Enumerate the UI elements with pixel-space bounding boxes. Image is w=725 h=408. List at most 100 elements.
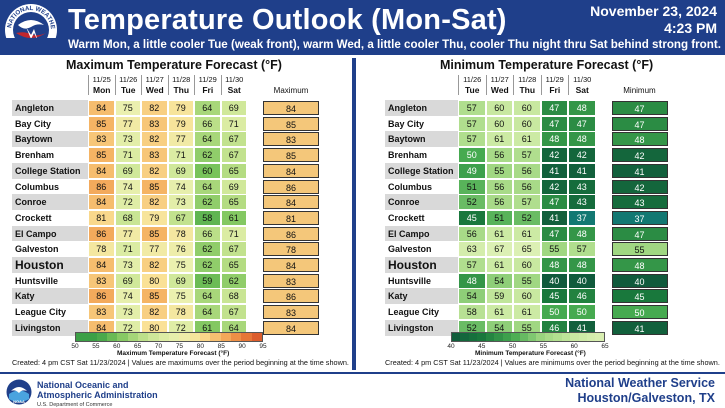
column-header-tue: 11/26 Tue [458,75,486,95]
temp-cell: 85 [89,148,114,163]
temp-cell: 69 [115,273,140,288]
scale-tick-label: 50 [71,343,79,350]
city-name: Brenham [385,147,458,164]
scale-swatch [570,333,579,341]
summary-cell: 43 [611,195,668,210]
scale-swatch [230,333,242,341]
city-name: Baytown [385,131,458,148]
city-name: Columbus [12,178,88,195]
scale-swatch [158,333,169,341]
temp-cell: 77 [115,226,140,241]
temp-cell: 67 [221,132,246,147]
city-name: League City [385,304,458,321]
temp-cell: 48 [541,132,567,147]
column-header-fri: 11/29 Fri [194,75,221,95]
scale-swatch [127,333,138,341]
temp-cell: 59 [486,289,512,304]
temp-cell: 69 [168,273,193,288]
temp-cell: 62 [195,195,220,210]
city-name: Columbus [385,178,458,195]
summary-cell: 83 [263,132,319,147]
column-header-wed: 11/27 Wed [141,75,168,95]
scale-tick-label: 55 [539,343,548,350]
temp-cell: 49 [459,163,485,178]
city-name: Katy [12,288,88,305]
temp-cell: 62 [195,242,220,257]
scale-swatch [527,333,537,341]
scale-swatch [106,333,118,341]
table-row: El Campo 86 77 85 78 66 71 86 [12,225,319,242]
temp-cell: 47 [541,116,567,131]
scale-swatch [251,333,262,341]
summary-cell: 78 [263,242,319,257]
header-day: Fri [549,85,561,95]
temp-cell: 41 [569,320,595,335]
temp-cell: 64 [195,289,220,304]
table-row: College Station 84 69 82 69 60 65 84 [12,162,319,179]
city-name: Crockett [385,209,458,226]
city-name: Bay City [385,115,458,132]
temp-cell: 84 [89,101,114,115]
issue-time: 4:23 PM [664,20,717,36]
nws-office-line-1: National Weather Service [565,376,715,390]
temp-cell: 60 [514,289,540,304]
temp-cell: 48 [569,226,595,241]
noaa-logo-icon: NOAA [6,379,32,405]
temp-cell: 54 [486,320,512,335]
temp-cell: 71 [221,226,246,241]
scale-swatch [468,333,478,341]
scale-swatch [485,333,495,341]
city-name: El Campo [12,225,88,242]
temp-cell: 74 [115,289,140,304]
scale-swatch [210,333,221,341]
temp-cell: 64 [195,179,220,194]
temp-cell: 82 [142,258,167,272]
temp-cell: 46 [569,289,595,304]
scale-swatch [595,333,604,341]
header-date: 11/28 [172,75,191,84]
temp-cell: 84 [89,320,114,335]
panel-divider [352,58,356,370]
temp-cell: 86 [89,289,114,304]
temp-cell: 61 [486,258,512,272]
scale-swatch [241,333,252,341]
temp-cell: 41 [541,210,567,225]
temp-cell: 61 [486,226,512,241]
temp-cell: 67 [221,242,246,257]
temp-cell: 61 [195,320,220,335]
temp-cell: 40 [569,273,595,288]
summary-cell: 50 [611,305,668,320]
summary-cell: 37 [611,210,668,225]
temp-cell: 61 [486,132,512,147]
scale-swatch [502,333,512,341]
temp-cell: 47 [541,195,567,210]
scale-swatch [96,333,107,341]
scale-tick-label: 50 [508,343,517,350]
table-row: Galveston 63 67 65 55 57 55 [385,241,668,258]
noaa-logo-text: NOAA [13,399,25,404]
summary-cell: 84 [263,258,319,272]
table-row: Angleton 57 60 60 47 48 47 [385,100,668,116]
temp-cell: 62 [195,148,220,163]
temp-cell: 86 [89,226,114,241]
scale-swatch [179,333,190,341]
city-name: Galveston [12,241,88,258]
table-row: Conroe 84 72 82 73 62 65 84 [12,194,319,211]
table-row: Livingston 84 72 80 72 61 64 84 [12,319,319,336]
scale-tick-label: 90 [238,343,246,350]
temp-cell: 48 [459,273,485,288]
city-name: Huntsville [385,272,458,289]
summary-cell: 48 [611,132,668,147]
max-color-scale [75,332,263,342]
column-header-sat: 11/30 Sat [568,75,596,95]
summary-cell: 41 [611,163,668,178]
table-row: Katy 54 59 60 45 46 45 [385,288,668,305]
temp-cell: 59 [195,273,220,288]
summary-cell: 47 [611,226,668,241]
temp-cell: 69 [221,101,246,115]
temp-cell: 41 [541,163,567,178]
table-row: Bay City 85 77 83 79 66 71 85 [12,115,319,132]
table-row: Baytown 83 73 82 77 64 67 83 [12,131,319,148]
temp-cell: 82 [142,305,167,320]
temp-cell: 68 [115,210,140,225]
